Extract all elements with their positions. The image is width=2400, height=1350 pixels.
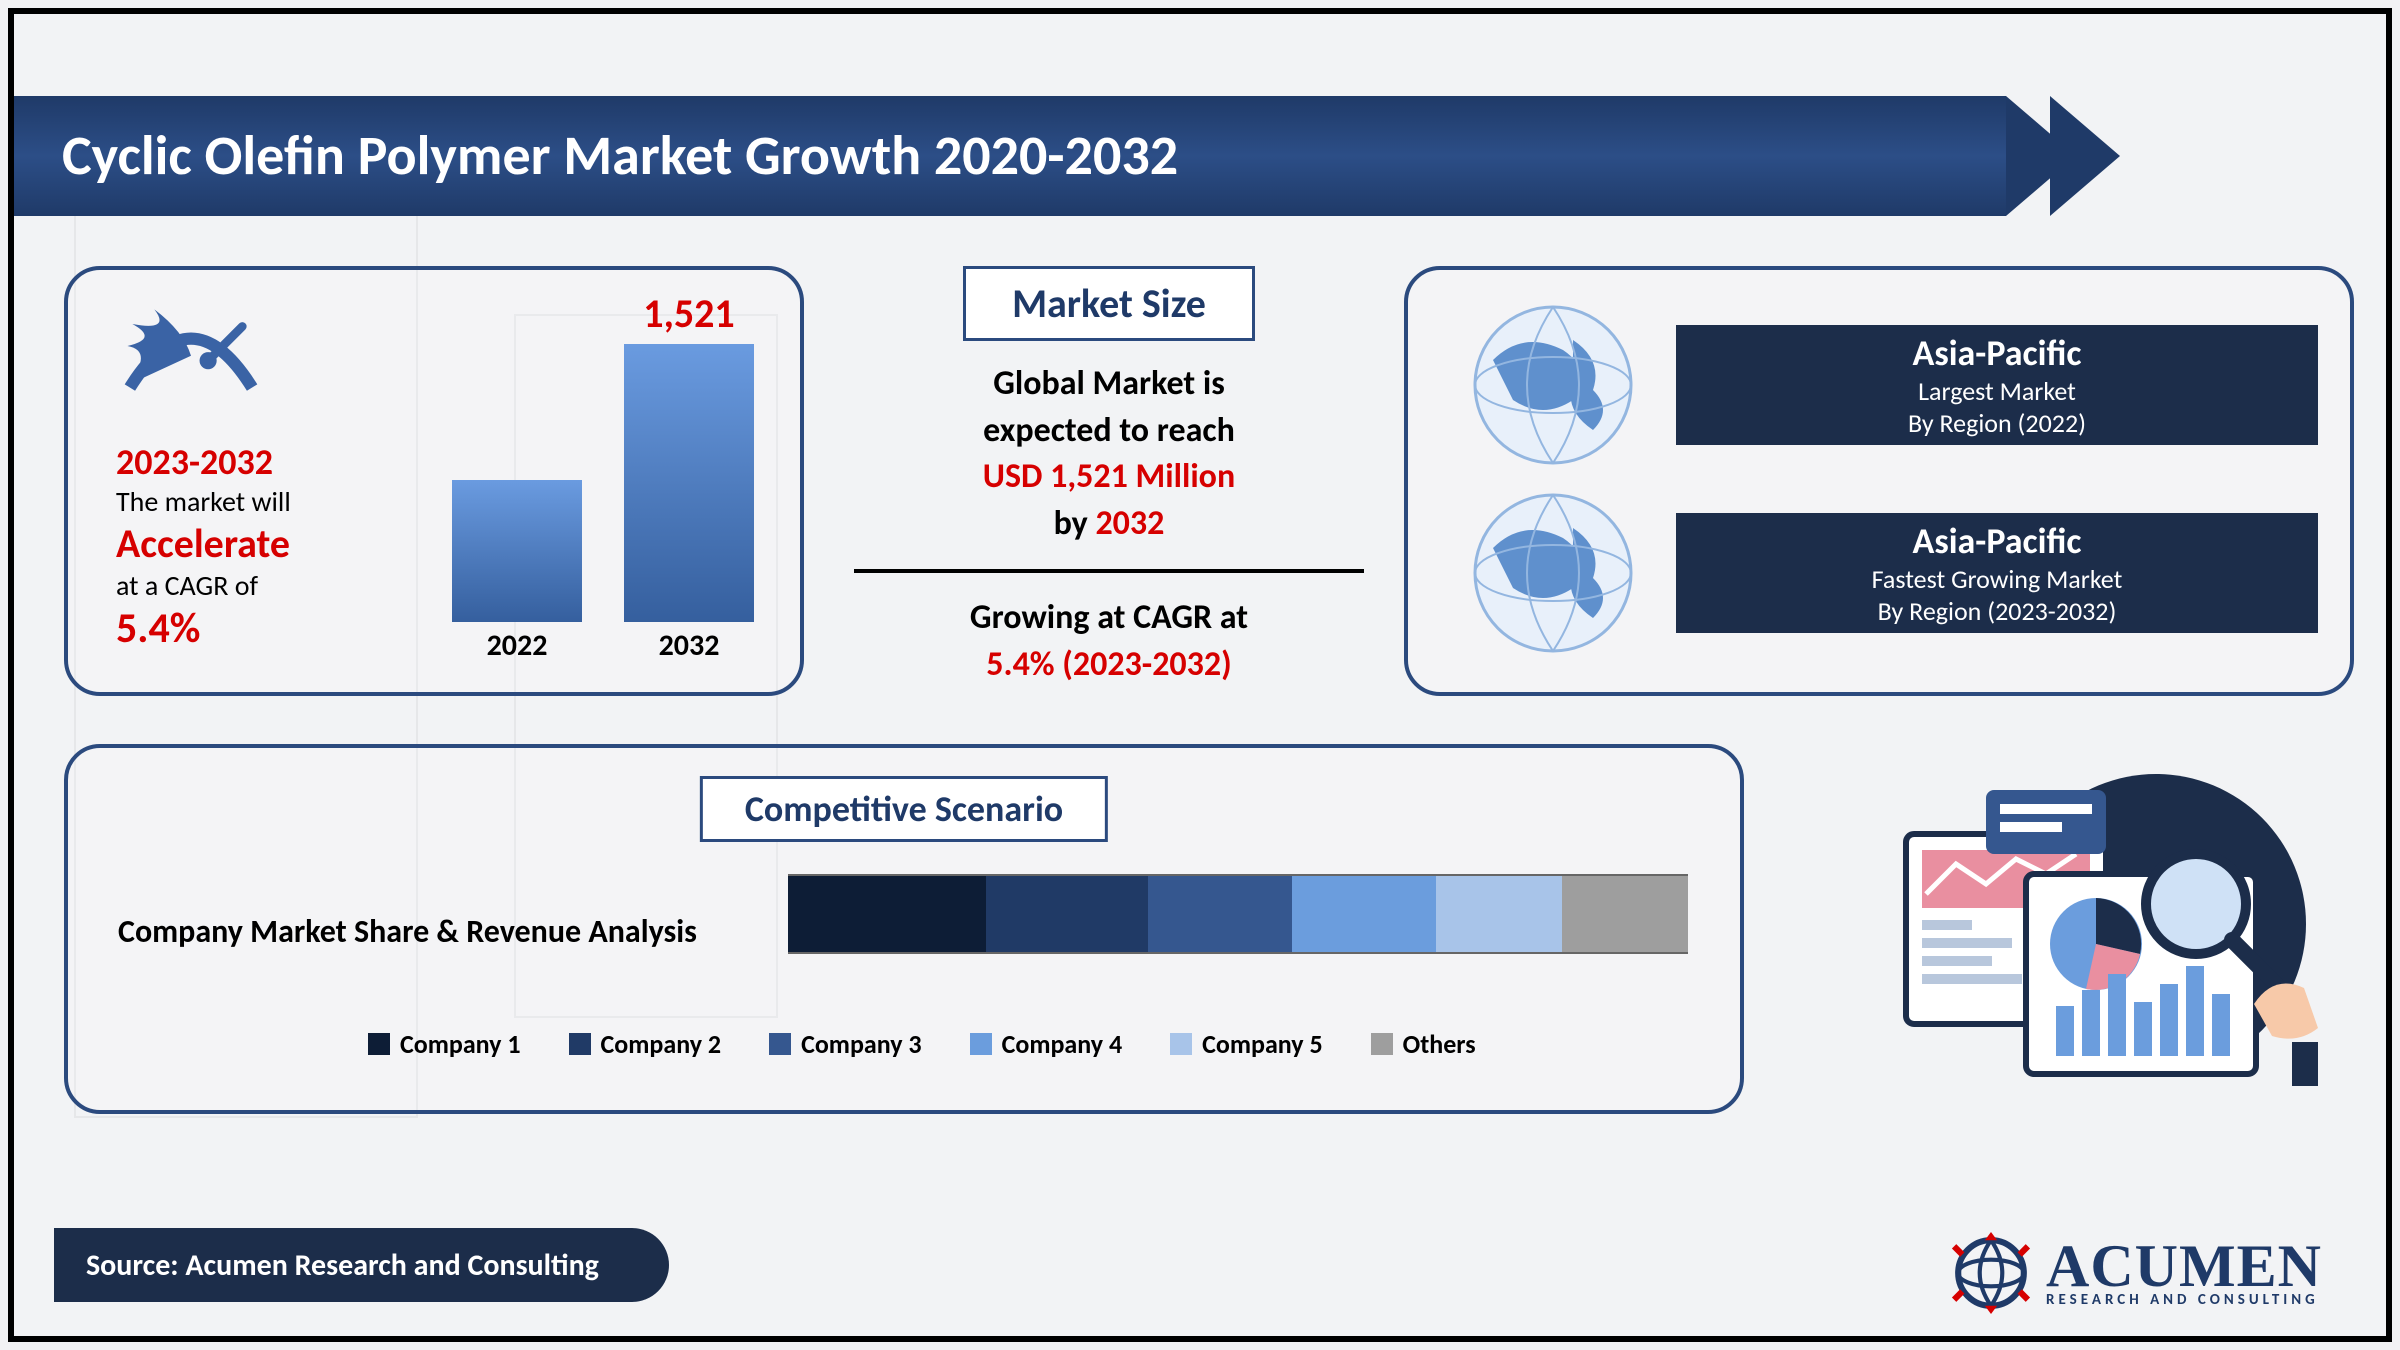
region-row-fastest: Asia-Pacific Fastest Growing Market By R… bbox=[1448, 488, 2318, 658]
market-size-card: Market Size Global Market is expected to… bbox=[844, 266, 1374, 696]
brand-sub: RESEARCH AND CONSULTING bbox=[2046, 1294, 2322, 1308]
ms-by: by bbox=[1054, 503, 1096, 544]
legend-item: Company 3 bbox=[769, 1028, 922, 1060]
segment-company-4 bbox=[1292, 876, 1436, 952]
legend-label: Company 3 bbox=[801, 1028, 922, 1060]
divider bbox=[854, 569, 1364, 573]
market-share-bar bbox=[788, 874, 1688, 954]
ms-grow1: Growing at CAGR at bbox=[844, 597, 1374, 640]
region-name-1: Asia-Pacific bbox=[1913, 331, 2082, 375]
region-sub2-1: By Region (2022) bbox=[1908, 407, 2086, 439]
segment-others bbox=[1562, 876, 1688, 952]
competitive-heading: Competitive Scenario bbox=[700, 776, 1108, 842]
brand-logo: ACUMEN RESEARCH AND CONSULTING bbox=[1950, 1232, 2322, 1314]
region-card: Asia-Pacific Largest Market By Region (2… bbox=[1404, 266, 2354, 696]
ms-line3: by 2032 bbox=[844, 503, 1374, 546]
bar-value-2032: 1,521 bbox=[609, 289, 769, 338]
analytics-icon bbox=[1846, 744, 2326, 1114]
bar-2022 bbox=[452, 480, 582, 622]
segment-company-1 bbox=[788, 876, 986, 952]
legend-swatch bbox=[368, 1033, 390, 1055]
market-share-legend: Company 1 Company 2 Company 3 Company 4 Comp… bbox=[368, 1028, 1476, 1060]
segment-company-5 bbox=[1436, 876, 1562, 952]
growth-bar-chart: 202220321,521 bbox=[438, 310, 778, 670]
legend-swatch bbox=[569, 1033, 591, 1055]
forecast-period: 2023-2032 bbox=[116, 440, 436, 484]
globe-icon bbox=[1448, 488, 1658, 658]
legend-swatch bbox=[769, 1033, 791, 1055]
ms-line1: Global Market is bbox=[844, 363, 1374, 406]
legend-label: Company 5 bbox=[1202, 1028, 1323, 1060]
ms-grow2: 5.4% (2023-2032) bbox=[844, 644, 1374, 687]
growth-card: 2023-2032 The market will Accelerate at … bbox=[64, 266, 804, 696]
competitive-card: Competitive Scenario Company Market Shar… bbox=[64, 744, 1744, 1114]
legend-item: Company 2 bbox=[569, 1028, 722, 1060]
market-size-heading: Market Size bbox=[963, 266, 1255, 341]
legend-label: Company 1 bbox=[400, 1028, 521, 1060]
accel-line1: The market will bbox=[116, 484, 436, 519]
legend-item: Company 5 bbox=[1170, 1028, 1323, 1060]
title-banner: Cyclic Olefin Polymer Market Growth 2020… bbox=[14, 96, 2006, 216]
segment-company-2 bbox=[986, 876, 1148, 952]
share-label: Company Market Share & Revenue Analysis bbox=[118, 912, 697, 951]
segment-company-3 bbox=[1148, 876, 1292, 952]
ms-year: 2032 bbox=[1095, 503, 1164, 544]
source-label: Source: Acumen Research and Consulting bbox=[54, 1228, 669, 1302]
region-sub1-1: Largest Market bbox=[1918, 375, 2076, 407]
globe-icon bbox=[1448, 300, 1658, 470]
legend-label: Company 2 bbox=[601, 1028, 722, 1060]
bar-2032 bbox=[624, 344, 754, 622]
legend-label: Others bbox=[1403, 1028, 1476, 1060]
region-name-2: Asia-Pacific bbox=[1913, 519, 2082, 563]
legend-item: Company 1 bbox=[368, 1028, 521, 1060]
page-title: Cyclic Olefin Polymer Market Growth 2020… bbox=[62, 122, 1178, 190]
cagr-value: 5.4% bbox=[116, 603, 436, 654]
legend-item: Company 4 bbox=[970, 1028, 1123, 1060]
legend-item: Others bbox=[1371, 1028, 1476, 1060]
brand-globe-icon bbox=[1950, 1232, 2032, 1314]
region-row-largest: Asia-Pacific Largest Market By Region (2… bbox=[1448, 300, 2318, 470]
region-sub1-2: Fastest Growing Market bbox=[1872, 563, 2123, 595]
legend-swatch bbox=[970, 1033, 992, 1055]
accelerate-text: 2023-2032 The market will Accelerate at … bbox=[116, 440, 436, 654]
bar-label-2032: 2032 bbox=[624, 627, 754, 664]
title-arrow-2 bbox=[2050, 96, 2120, 216]
accel-word: Accelerate bbox=[116, 519, 436, 568]
legend-swatch bbox=[1371, 1033, 1393, 1055]
accel-line2: at a CAGR of bbox=[116, 568, 436, 603]
bar-label-2022: 2022 bbox=[452, 627, 582, 664]
region-sub2-2: By Region (2023-2032) bbox=[1878, 595, 2117, 627]
legend-swatch bbox=[1170, 1033, 1192, 1055]
speedometer-icon bbox=[116, 302, 266, 412]
ms-line2: expected to reach bbox=[844, 410, 1374, 453]
region-band-fastest: Asia-Pacific Fastest Growing Market By R… bbox=[1676, 513, 2318, 633]
region-band-largest: Asia-Pacific Largest Market By Region (2… bbox=[1676, 325, 2318, 445]
legend-label: Company 4 bbox=[1002, 1028, 1123, 1060]
brand-name: ACUMEN bbox=[2046, 1239, 2322, 1294]
ms-value: USD 1,521 Million bbox=[844, 456, 1374, 499]
